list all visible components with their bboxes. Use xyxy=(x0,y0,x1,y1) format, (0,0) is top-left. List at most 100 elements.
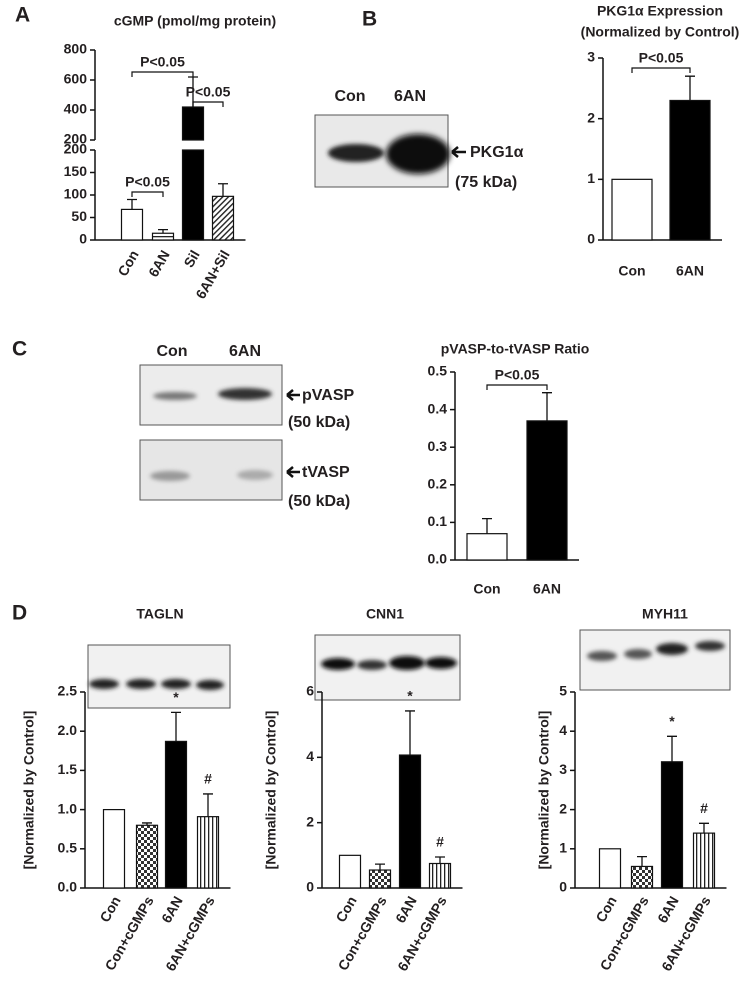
error-bar xyxy=(667,735,677,762)
x-tick-label: Con xyxy=(96,893,123,925)
y-tick-label: 400 xyxy=(64,101,88,117)
y-tick-label: 4 xyxy=(306,748,314,764)
bar xyxy=(630,865,654,889)
bar xyxy=(466,533,508,561)
x-tick-label: Con xyxy=(618,263,645,279)
bar xyxy=(669,99,711,241)
significance-bracket xyxy=(192,101,224,107)
panel-label: A xyxy=(15,4,30,27)
lane-label: 6AN xyxy=(229,343,261,360)
bar xyxy=(526,420,568,561)
y-tick-label: 1.0 xyxy=(58,800,78,816)
band-label: PKG1α xyxy=(470,144,524,161)
lane-label: Con xyxy=(156,343,187,360)
band-size: (50 kDa) xyxy=(288,414,350,431)
bar xyxy=(164,740,188,889)
significance-label: P<0.05 xyxy=(186,84,231,100)
y-tick-label: 0.1 xyxy=(428,513,448,529)
significance-bracket xyxy=(631,67,691,73)
chart-title: (Normalized by Control) xyxy=(581,24,739,40)
marker-label: * xyxy=(669,713,675,729)
marker-label: # xyxy=(436,834,444,850)
band-size: (50 kDa) xyxy=(288,493,350,510)
y-axis-label: [Normalized by Control] xyxy=(263,711,279,870)
y-tick-label: 0 xyxy=(587,231,595,247)
marker-label: # xyxy=(204,771,212,787)
x-tick-label: 6AN xyxy=(654,893,682,925)
error-bar xyxy=(685,75,695,101)
blot-pkg1 xyxy=(314,114,466,188)
panel-label: C xyxy=(12,338,27,361)
error-bar xyxy=(699,822,709,834)
y-tick-label: 0.0 xyxy=(58,879,78,895)
y-tick-label: 1.5 xyxy=(58,761,78,777)
significance-bracket xyxy=(131,191,164,197)
y-tick-label: 0.2 xyxy=(428,476,448,492)
marker-label: * xyxy=(173,689,179,705)
significance-label: P<0.05 xyxy=(125,174,170,190)
y-tick-label: 3 xyxy=(587,49,595,65)
y-tick-label: 2.5 xyxy=(58,683,78,699)
band-label: pVASP xyxy=(302,387,354,404)
error-bar xyxy=(158,229,168,234)
marker-label: # xyxy=(700,800,708,816)
marker-label: * xyxy=(407,688,413,704)
bar xyxy=(398,754,422,889)
y-tick-label: 4 xyxy=(559,722,567,738)
bar xyxy=(368,869,392,889)
x-tick-label: 6AN xyxy=(676,263,704,279)
panel-label: D xyxy=(12,602,27,625)
bar xyxy=(120,208,144,241)
error-bar xyxy=(375,863,385,871)
x-tick-label: 6AN xyxy=(145,247,173,279)
y-tick-label: 0 xyxy=(559,879,567,895)
y-tick-label: 6 xyxy=(306,683,314,699)
bar xyxy=(598,848,622,889)
panel-label: B xyxy=(362,8,377,31)
chart-title: MYH11 xyxy=(642,606,688,622)
y-tick-label: 2.0 xyxy=(58,722,78,738)
x-tick-label: Sil xyxy=(180,247,202,270)
y-tick-label: 50 xyxy=(71,208,87,224)
bar xyxy=(102,808,126,889)
error-bar xyxy=(142,822,152,826)
y-tick-label: 800 xyxy=(64,41,88,57)
error-bar xyxy=(203,793,213,817)
x-tick-label: Con xyxy=(473,581,500,597)
y-tick-label: 200 xyxy=(64,131,88,147)
x-tick-label: Con xyxy=(332,893,359,925)
bar xyxy=(428,862,452,889)
chart-title: CNN1 xyxy=(366,606,404,622)
x-tick-label: 6AN xyxy=(533,581,561,597)
y-tick-label: 5 xyxy=(559,683,567,699)
significance-label: P<0.05 xyxy=(495,367,540,383)
y-tick-label: 2 xyxy=(306,813,314,829)
error-bar xyxy=(171,711,181,742)
significance-label: P<0.05 xyxy=(639,50,684,66)
x-tick-label: 6AN xyxy=(158,893,186,925)
bar xyxy=(611,178,653,241)
bar xyxy=(181,106,205,141)
bar xyxy=(196,816,220,889)
y-tick-label: 200 xyxy=(64,141,88,157)
significance-bracket xyxy=(486,384,548,390)
chart-title: PKG1α Expression xyxy=(597,3,723,19)
lane-label: 6AN xyxy=(394,88,426,105)
x-tick-label: Con xyxy=(592,893,619,925)
y-tick-label: 600 xyxy=(64,71,88,87)
y-tick-label: 1 xyxy=(559,840,567,856)
y-tick-label: 2 xyxy=(559,800,567,816)
error-bar xyxy=(405,710,415,756)
y-tick-label: 0.5 xyxy=(428,363,448,379)
y-tick-label: 1 xyxy=(587,170,595,186)
significance-bracket xyxy=(131,71,194,77)
x-tick-label: 6AN xyxy=(392,893,420,925)
y-tick-label: 0.3 xyxy=(428,438,448,454)
error-bar xyxy=(542,392,552,421)
y-tick-label: 0.5 xyxy=(58,840,78,856)
blot-vasp xyxy=(139,364,300,501)
y-tick-label: 0 xyxy=(306,879,314,895)
bar xyxy=(660,761,684,889)
band-label: tVASP xyxy=(302,464,350,481)
